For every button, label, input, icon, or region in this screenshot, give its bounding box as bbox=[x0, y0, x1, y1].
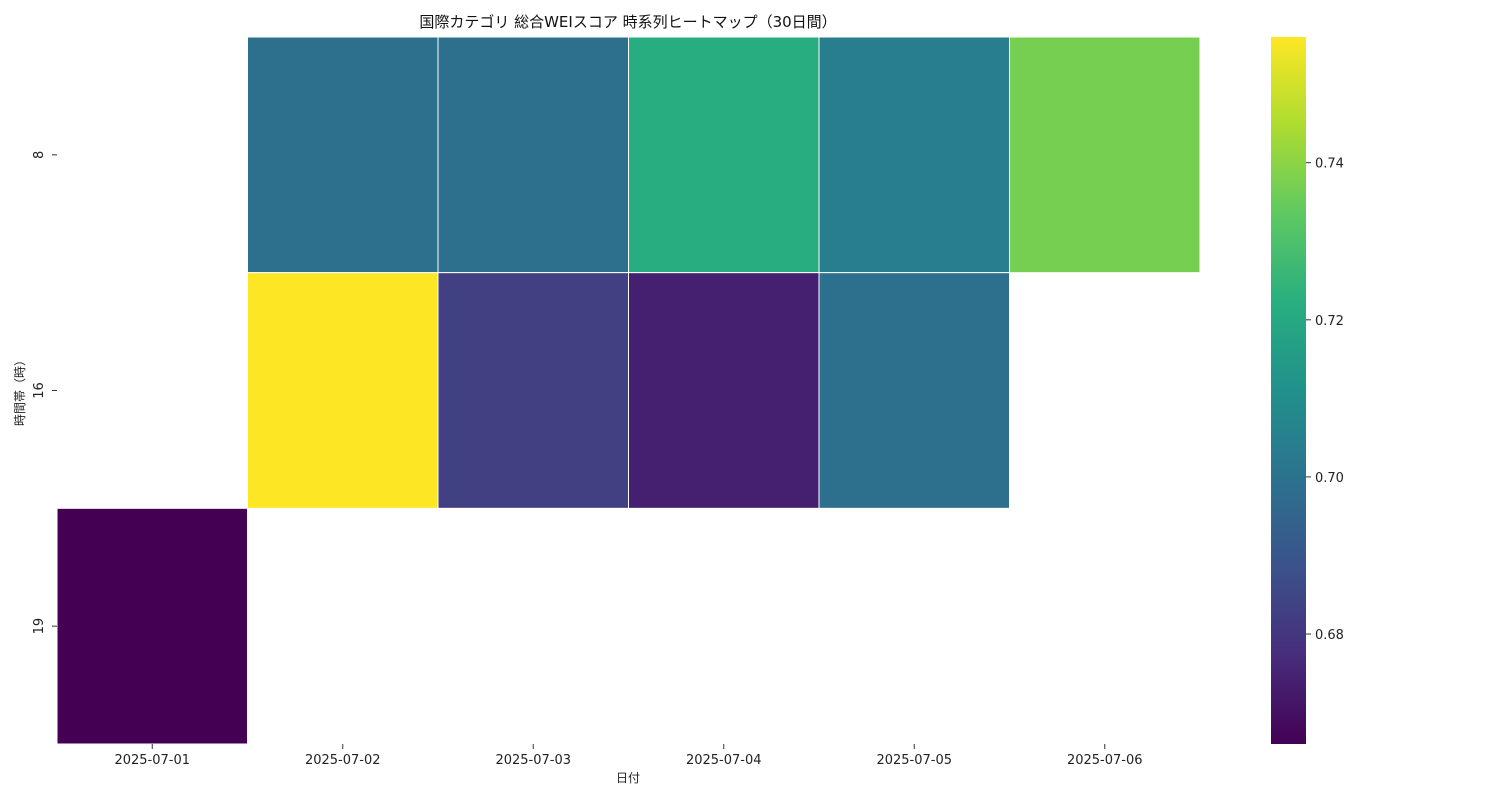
heatmap-cell bbox=[628, 272, 820, 509]
heatmap-cell bbox=[247, 36, 439, 274]
heatmap-cell bbox=[437, 272, 629, 509]
x-axis-ticks: 2025-07-01 2025-07-02 2025-07-03 2025-07-04… bbox=[114, 744, 1143, 768]
x-tick-label: 2025-07-03 bbox=[495, 753, 571, 768]
y-tick-label: 16 bbox=[32, 382, 47, 399]
colorbar bbox=[1271, 37, 1306, 744]
x-tick-label: 2025-07-04 bbox=[686, 753, 762, 768]
heatmap-cell bbox=[247, 272, 439, 509]
heatmap-cell bbox=[818, 36, 1010, 274]
colorbar-ticks: 0.68 0.70 0.72 0.74 bbox=[1306, 157, 1344, 643]
y-axis-title: 時間帯（時） bbox=[13, 354, 27, 426]
y-tick-label: 8 bbox=[32, 151, 47, 159]
heatmap-cell bbox=[437, 36, 629, 274]
colorbar-tick-label: 0.74 bbox=[1315, 157, 1344, 172]
y-axis-ticks: 8 16 19 bbox=[32, 151, 57, 635]
x-tick-label: 2025-07-05 bbox=[876, 753, 952, 768]
x-tick-label: 2025-07-01 bbox=[114, 753, 190, 768]
heatmap-cell bbox=[1009, 36, 1201, 274]
colorbar-tick-label: 0.70 bbox=[1315, 471, 1344, 486]
y-tick-label: 19 bbox=[32, 618, 47, 635]
colorbar-tick-label: 0.68 bbox=[1315, 628, 1344, 643]
heatmap-cell bbox=[818, 272, 1010, 509]
colorbar-tick-label: 0.72 bbox=[1315, 314, 1344, 329]
heatmap-cell bbox=[628, 36, 820, 274]
heatmap-cell bbox=[56, 507, 248, 745]
x-axis-title: 日付 bbox=[616, 771, 640, 785]
x-tick-label: 2025-07-06 bbox=[1067, 753, 1143, 768]
chart-title: 国際カテゴリ 総合WEIスコア 時系列ヒートマップ（30日間） bbox=[419, 13, 836, 31]
heatmap-cells bbox=[56, 36, 1201, 745]
x-tick-label: 2025-07-02 bbox=[305, 753, 381, 768]
